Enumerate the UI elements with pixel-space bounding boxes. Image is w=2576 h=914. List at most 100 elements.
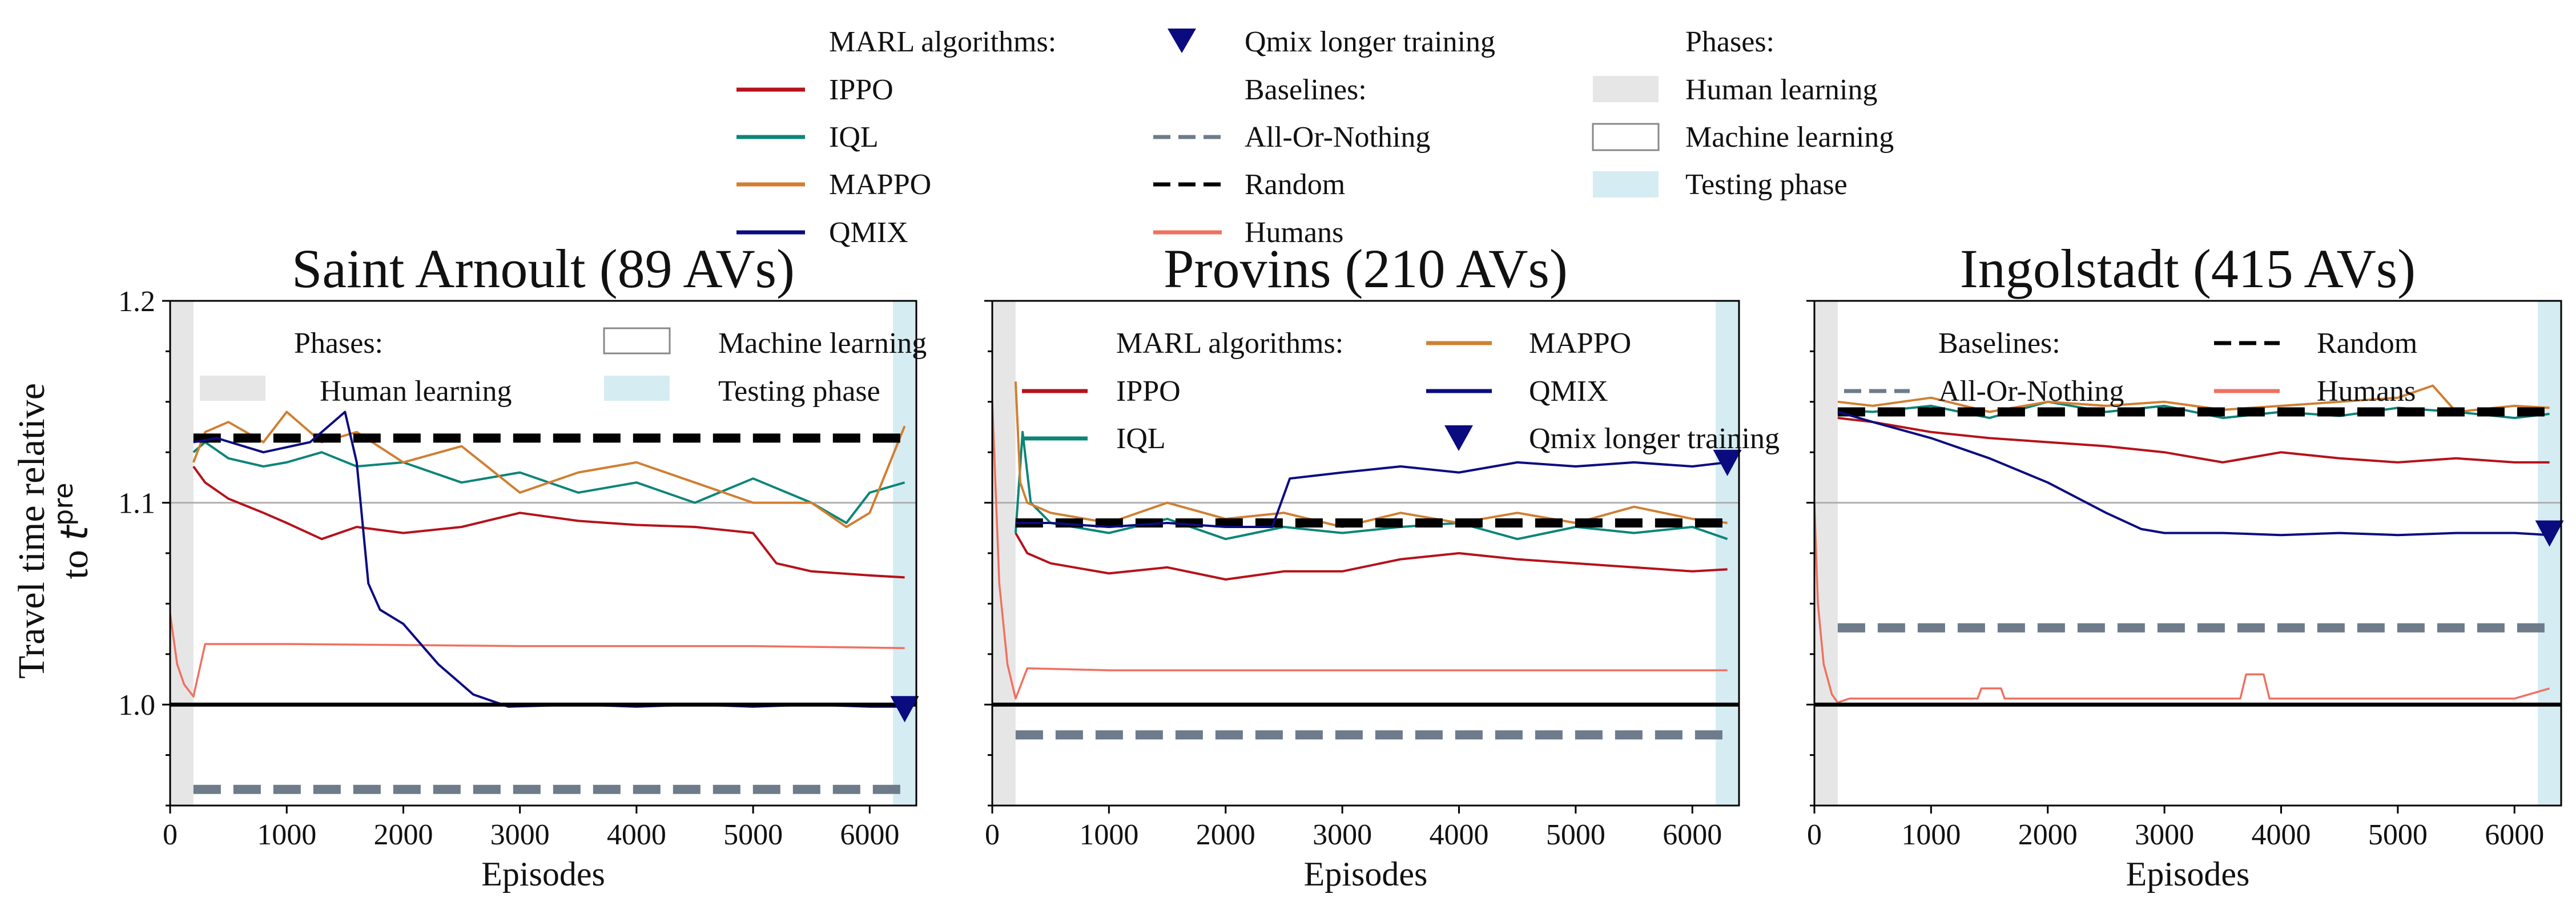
marker-qmix-longer-training [2535,520,2564,547]
panel-saint-arnoult-89-avs: 0 1000 2000 3000 4000 5000 6000 1.0 1.1 1.2 Saint … [118,238,927,893]
testing-phase-band [893,301,916,806]
panel-legend-machine-learning: Machine learning [718,327,927,360]
series-line-ippo [1015,532,1728,581]
y-tick-label: 1.1 [118,488,155,520]
series-line-iql [1014,430,1728,541]
x-axis-label: Episodes [1304,855,1428,893]
panel-legend: MARL algorithms: IPPO IQL MAPPO QMIX Qmix lon… [1022,327,1780,455]
legend-human-learning-swatch [1593,76,1659,102]
testing-phase-band [2538,301,2561,806]
testing-phase-band [1716,301,1739,806]
legend-mappo-label: MAPPO [829,168,931,201]
x-tick-label: 4000 [1430,819,1489,851]
human-learning-band [170,301,194,806]
y-axis-label-line1: Travel time relative [11,383,53,679]
legend-machine-learning-label: Machine learning [1685,121,1894,154]
x-tick-label: 6000 [2485,819,2544,851]
series-group [992,381,1728,740]
y-tick-label: 1.0 [118,689,155,722]
series-line-qmix [1837,410,2550,537]
x-tick-label: 6000 [1663,819,1722,851]
x-tick-label: 0 [163,819,178,851]
x-tick-label: 6000 [840,819,899,851]
y-axis-label-sup: pre [48,482,79,525]
top-legend: MARL algorithms: IPPO IQL MAPPO QMIX Qmi… [736,26,1894,249]
panel-title: Saint Arnoult (89 AVs) [292,238,795,299]
series-line-humans [1814,502,2550,704]
y-axis-label: Travel time relative to tpre [11,383,96,679]
panel-legend-humans: Humans [2317,375,2416,408]
series-line-humans [170,613,905,698]
panel-legend-human-learning: Human learning [320,375,512,408]
x-tick-label: 1000 [257,819,316,851]
legend-aon-label: All-Or-Nothing [1245,121,1430,154]
x-tick-label: 5000 [1546,819,1605,851]
series-line-qmix [1015,461,1728,528]
legend-testing-phase-label: Testing phase [1685,168,1848,201]
panel-legend-ippo: IPPO [1116,375,1181,408]
x-tick-label: 1000 [1079,819,1138,851]
chart-panels: 0 1000 2000 3000 4000 5000 6000 1.0 1.1 1.2 Saint … [118,238,2564,893]
x-tick-label: 5000 [723,819,783,851]
x-tick-label: 0 [985,819,1000,851]
panel-legend-aon: All-Or-Nothing [1938,375,2124,408]
x-axis-label: Episodes [2126,855,2250,893]
legend-qmix-longer-marker [1168,29,1196,53]
panel-legend-iql: IQL [1116,422,1166,455]
y-axis-label-t: t [53,525,96,541]
axes-frame [1813,300,2562,807]
axes-frame [991,300,1740,807]
series-group [1814,384,2550,704]
x-tick-label: 3000 [2135,819,2194,851]
series-line-ippo [192,465,905,579]
panel-legend-random: Random [2317,327,2417,360]
legend-testing-phase-swatch [1593,171,1659,198]
x-tick-label: 1000 [1901,819,1961,851]
panel-legend-testing-phase: Testing phase [718,375,880,408]
panel-legend-title: MARL algorithms: [1116,327,1343,360]
legend-qmix-longer-label: Qmix longer training [1245,26,1495,58]
panel-legend-mappo: MAPPO [1529,327,1631,360]
legend-phases-title: Phases: [1685,26,1774,58]
panel-legend-machine-learning-swatch [603,327,671,355]
panel-ingolstadt-415-avs: 0 1000 2000 3000 4000 5000 6000 Ingolstadt (415… [1806,238,2564,893]
panel-title: Ingolstadt (415 AVs) [1960,238,2416,299]
x-tick-label: 5000 [2368,819,2428,851]
series-line-qmix [193,410,905,708]
x-tick-label: 2000 [2018,819,2078,851]
x-tick-label: 3000 [490,819,550,851]
panel-legend-qmix: QMIX [1529,375,1608,408]
panel-legend-testing-phase-swatch [604,376,670,401]
legend-random-label: Random [1245,168,1345,201]
legend-ippo-label: IPPO [829,74,893,106]
panel-legend-human-learning-swatch [200,376,265,401]
x-tick-label: 2000 [373,819,433,851]
panel-legend-qmix-longer: Qmix longer training [1529,422,1780,455]
legend-humans-label: Humans [1245,216,1343,249]
legend-human-learning-label: Human learning [1685,74,1877,106]
legend-iql-label: IQL [829,121,879,154]
human-learning-band [992,301,1016,806]
series-line-ippo [1837,417,2550,464]
y-tick-label: 1.2 [118,285,155,318]
panel-legend: Phases: Human learning Machine learning Tes… [200,327,927,408]
series-line-humans [992,401,1728,700]
human-learning-band [1814,301,1838,806]
legend-marl-title: MARL algorithms: [829,26,1056,58]
panel-legend-title: Baselines: [1938,327,2060,360]
legend-machine-learning-swatch [1592,123,1660,151]
panel-legend-qmix-longer-marker [1444,425,1473,451]
x-axis-label: Episodes [481,855,605,893]
x-tick-label: 3000 [1313,819,1372,851]
y-axis-label-line2: to tpre [48,482,96,579]
panel-title: Provins (210 AVs) [1164,238,1568,299]
panel-legend-title: Phases: [294,327,383,360]
x-tick-label: 0 [1807,819,1822,851]
y-axis-label-prefix: to [54,541,96,579]
panel-provins-210-avs: 0 1000 2000 3000 4000 5000 6000 Provins (210 AV… [984,238,1780,893]
series-group [170,410,906,794]
legend-baselines-title: Baselines: [1245,74,1367,106]
marker-qmix-longer-training [890,696,919,723]
